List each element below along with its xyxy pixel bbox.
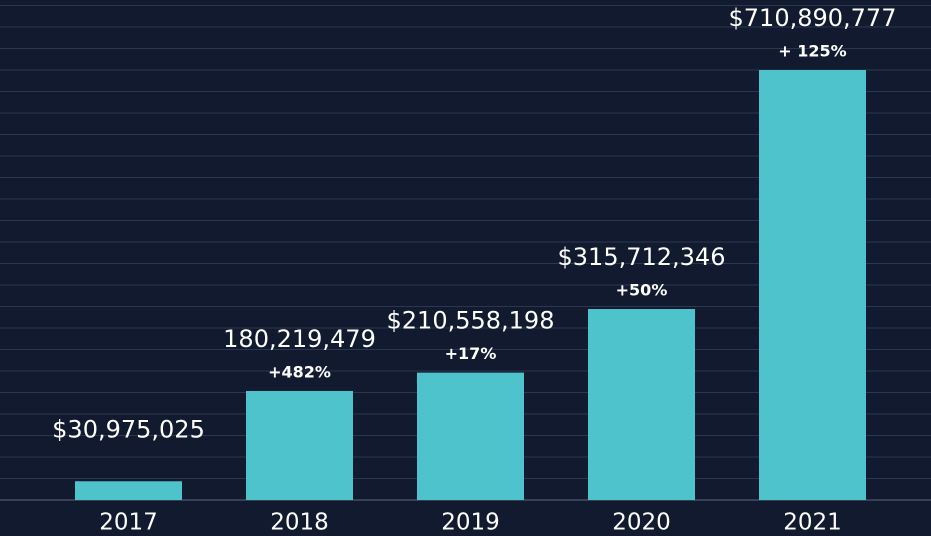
change-label: +482% [268, 362, 331, 381]
x-tick-label: 2020 [612, 510, 671, 536]
x-tick-label: 2017 [99, 510, 158, 536]
bar [759, 69, 866, 500]
x-tick-label: 2019 [441, 510, 500, 536]
x-tick-label: 2021 [783, 510, 842, 536]
value-label: $315,712,346 [558, 243, 726, 271]
bar [75, 481, 182, 500]
value-label: $710,890,777 [729, 4, 897, 32]
bar [588, 309, 695, 500]
value-label: $30,975,025 [52, 415, 205, 443]
value-label: $210,558,198 [387, 307, 555, 335]
bar [246, 390, 353, 500]
bar [417, 372, 524, 500]
value-label: 180,219,479 [223, 325, 376, 353]
change-label: + 125% [778, 41, 846, 60]
change-label: +17% [445, 344, 497, 363]
x-tick-label: 2018 [270, 510, 329, 536]
change-label: +50% [616, 281, 668, 300]
